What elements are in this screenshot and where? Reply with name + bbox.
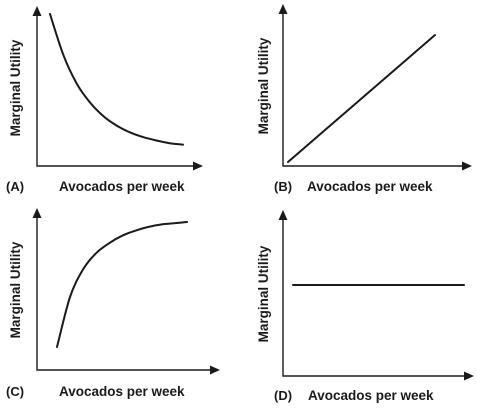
- panel-c-x-arrow: [210, 365, 220, 375]
- panel-d-x-label: Avocados per week: [308, 388, 434, 403]
- panel-a-x-label: Avocados per week: [59, 179, 185, 194]
- panel-b-y-label: Marginal Utility: [256, 37, 271, 134]
- panel-d-tag: (D): [274, 388, 292, 403]
- panel-b: Marginal Utility (B) Avocados per week: [256, 4, 472, 194]
- panel-a-tag: (A): [6, 179, 24, 194]
- panel-d-y-arrow: [278, 210, 288, 220]
- panel-b-x-arrow: [462, 161, 472, 171]
- panel-c-y-label: Marginal Utility: [8, 241, 23, 338]
- panel-a-curve: [49, 13, 184, 146]
- panel-d: Marginal Utility (D) Avocados per week: [256, 210, 474, 403]
- panel-a-x-arrow: [193, 161, 203, 171]
- panel-c-axes: [36, 216, 212, 371]
- panel-a-axes: [36, 14, 195, 167]
- panel-d-axes: [282, 218, 466, 377]
- panel-c-tag: (C): [6, 384, 24, 399]
- panel-b-line: [287, 34, 436, 163]
- panel-a-y-label: Marginal Utility: [8, 39, 23, 136]
- panel-a-y-arrow: [32, 6, 42, 16]
- panel-b-y-arrow: [278, 4, 288, 14]
- panel-c-x-label: Avocados per week: [59, 384, 185, 399]
- panel-d-x-arrow: [464, 371, 474, 381]
- panel-b-x-label: Avocados per week: [307, 179, 433, 194]
- panel-d-y-label: Marginal Utility: [256, 245, 271, 342]
- panel-c-curve: [56, 221, 188, 348]
- panel-c: Marginal Utility (C) Avocados per week: [6, 208, 220, 399]
- panel-b-tag: (B): [274, 179, 292, 194]
- panel-c-y-arrow: [32, 208, 42, 218]
- panel-a: Marginal Utility (A) Avocados per week: [6, 6, 203, 194]
- panel-b-axes: [282, 12, 464, 167]
